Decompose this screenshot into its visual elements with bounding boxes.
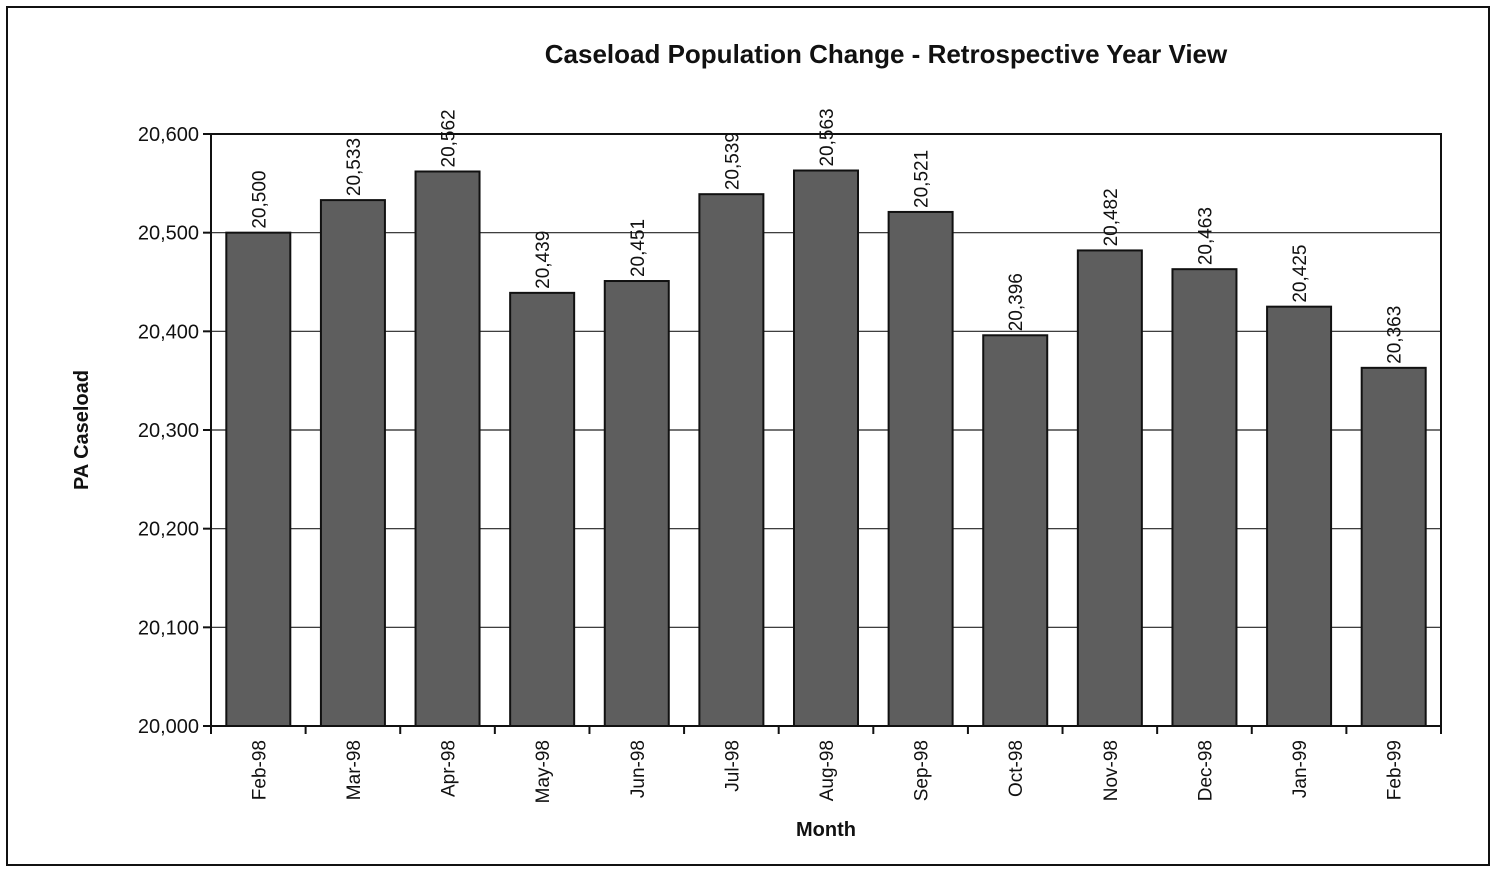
bar-feb-99 xyxy=(1360,366,1427,727)
chart-frame: Caseload Population Change - Retrospecti… xyxy=(6,6,1490,866)
data-label: 20,521 xyxy=(912,150,933,208)
x-tick-label: May-98 xyxy=(533,740,554,803)
bar-aug-98 xyxy=(793,169,859,728)
data-label: 20,533 xyxy=(344,138,365,196)
x-tick-label: Feb-98 xyxy=(249,740,270,800)
x-tick-label: Apr-98 xyxy=(439,740,460,797)
data-label: 20,463 xyxy=(1195,207,1216,265)
bar-may-98 xyxy=(509,291,576,727)
x-tick-label: Feb-99 xyxy=(1385,740,1406,800)
y-tick-label: 20,300 xyxy=(138,420,199,442)
y-tick-label: 20,400 xyxy=(138,321,199,343)
x-axis-title: Month xyxy=(796,819,856,841)
data-label: 20,363 xyxy=(1385,306,1406,364)
data-label: 20,451 xyxy=(628,219,649,277)
data-label: 20,482 xyxy=(1101,188,1122,246)
data-label: 20,562 xyxy=(439,109,460,167)
data-label: 20,539 xyxy=(722,132,743,190)
y-axis: 20,000 20,100 20,200 20,300 20,400 20,500 20,6… xyxy=(138,124,211,738)
x-tick-label: Jan-99 xyxy=(1290,740,1311,798)
x-tick-label: Dec-98 xyxy=(1195,740,1216,801)
data-label: 20,500 xyxy=(249,171,270,229)
x-tick-label: Jul-98 xyxy=(722,740,743,792)
y-tick-label: 20,000 xyxy=(138,716,199,738)
data-label: 20,396 xyxy=(1006,273,1027,331)
x-tick-label: Mar-98 xyxy=(344,740,365,800)
data-label: 20,425 xyxy=(1290,245,1311,303)
bar-jan-99 xyxy=(1266,305,1333,727)
bar-jul-98 xyxy=(698,193,765,728)
x-tick-label: Nov-98 xyxy=(1101,740,1122,801)
y-tick-label: 20,500 xyxy=(138,223,199,245)
data-label: 20,439 xyxy=(533,231,554,289)
x-axis: Feb-98 Mar-98 Apr-98 May-98 Jun-98 Jul-98 Aug-… xyxy=(210,726,1442,803)
bar-chart: Caseload Population Change - Retrospecti… xyxy=(71,39,1442,841)
bar-sep-98 xyxy=(887,210,954,728)
bar-oct-98 xyxy=(982,334,1049,727)
bar-apr-98 xyxy=(414,170,481,727)
bars xyxy=(225,169,1427,728)
y-tick-label: 20,600 xyxy=(138,124,199,146)
x-tick-label: Sep-98 xyxy=(912,740,933,801)
data-label: 20,563 xyxy=(817,108,838,166)
x-tick-label: Aug-98 xyxy=(817,740,838,801)
chart-title: Caseload Population Change - Retrospecti… xyxy=(545,39,1228,69)
bar-nov-98 xyxy=(1076,249,1143,727)
y-tick-label: 20,200 xyxy=(138,519,199,541)
bar-mar-98 xyxy=(319,199,386,727)
y-axis-title: PA Caseload xyxy=(71,370,93,490)
data-labels: 20,500 20,533 20,562 20,439 20,451 20,539 20,5… xyxy=(249,108,1405,363)
bar-jun-98 xyxy=(603,280,670,727)
x-tick-label: Oct-98 xyxy=(1006,740,1027,797)
x-tick-label: Jun-98 xyxy=(628,740,649,798)
y-tick-label: 20,100 xyxy=(138,617,199,639)
bar-dec-98 xyxy=(1171,268,1238,727)
bar-feb-98 xyxy=(225,231,292,728)
